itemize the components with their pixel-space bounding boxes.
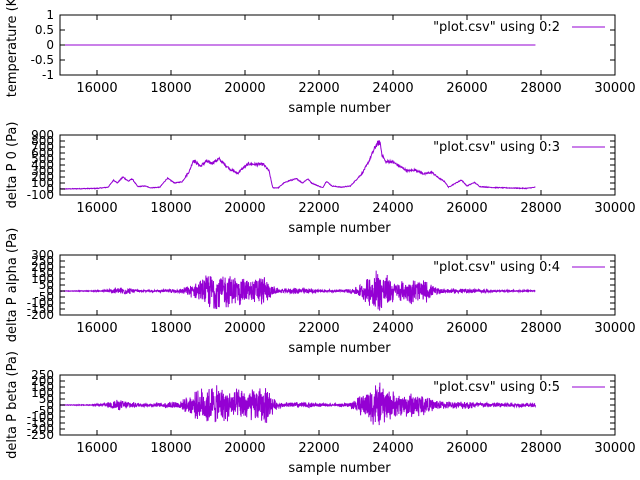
y-tick-label: 900 — [31, 128, 54, 142]
y-tick-label: 0 — [46, 38, 54, 52]
series-line-3 — [60, 270, 536, 311]
x-tick-label: 18000 — [150, 81, 191, 96]
y-axis-title: delta P alpha (Pa) — [5, 228, 20, 343]
chart-panel-4: 16000 18000 20000 22000 24000 26000 28000 30000… — [5, 351, 636, 476]
x-tick-label: 16000 — [76, 441, 117, 456]
chart-panel-1: 16000 18000 20000 22000 24000 26000 28000 30000… — [5, 0, 636, 116]
y-tick-label: 500 — [31, 152, 54, 166]
x-tick-label: 26000 — [446, 321, 487, 336]
x-tick-label: 18000 — [150, 321, 191, 336]
x-tick-label: 20000 — [224, 441, 265, 456]
x-tick-label: 22000 — [298, 441, 339, 456]
x-tick-label: 30000 — [594, 441, 635, 456]
x-tick-label: 22000 — [298, 81, 339, 96]
x-tick-label: 18000 — [150, 441, 191, 456]
x-axis-title: sample number — [288, 461, 391, 476]
series-line-2 — [60, 140, 536, 190]
y-axis-title: temperature (K) — [5, 0, 20, 97]
x-tick-label: 24000 — [372, 321, 413, 336]
y-tick-label: 0 — [46, 284, 54, 298]
legend-label: "plot.csv" using 0:5 — [433, 380, 560, 395]
legend-label: "plot.csv" using 0:4 — [433, 260, 560, 275]
y-tick-label: 200 — [31, 170, 54, 184]
y-tick-label: -50 — [34, 404, 54, 418]
x-tick-label: 26000 — [446, 441, 487, 456]
y-tick-label: 150 — [31, 380, 54, 394]
y-tick-label: -0.5 — [31, 53, 54, 67]
chart-panel-2: 16000 18000 20000 22000 24000 26000 28000 30000… — [5, 122, 636, 236]
y-tick-label: 700 — [31, 140, 54, 154]
y-tick-label: 1 — [46, 8, 54, 22]
x-tick-label: 30000 — [594, 81, 635, 96]
y-tick-label: -150 — [27, 302, 54, 316]
x-axis-title: sample number — [288, 101, 391, 116]
y-tick-label: -100 — [27, 410, 54, 424]
legend-label: "plot.csv" using 0:2 — [433, 20, 560, 35]
y-tick-label: 600 — [31, 146, 54, 160]
x-tick-label: 20000 — [224, 81, 265, 96]
x-tick-label: 24000 — [372, 81, 413, 96]
y-tick-label: 300 — [31, 248, 54, 262]
y-tick-label: 300 — [31, 164, 54, 178]
y-tick-label: 50 — [39, 392, 54, 406]
y-tick-label: 800 — [31, 134, 54, 148]
x-tick-label: 20000 — [224, 321, 265, 336]
y-tick-label: -150 — [27, 416, 54, 430]
x-tick-label: 22000 — [298, 321, 339, 336]
x-tick-label: 16000 — [76, 201, 117, 216]
y-axis-title: delta P 0 (Pa) — [5, 122, 20, 209]
x-tick-label: 18000 — [150, 201, 191, 216]
y-tick-label: 250 — [31, 254, 54, 268]
x-tick-label: 28000 — [520, 441, 561, 456]
x-axis-title: sample number — [288, 341, 391, 356]
y-tick-label: 100 — [31, 176, 54, 190]
x-tick-label: 24000 — [372, 441, 413, 456]
y-tick-label: -100 — [27, 188, 54, 202]
x-tick-label: 16000 — [76, 81, 117, 96]
y-tick-label: 0.5 — [35, 23, 54, 37]
y-tick-label: -1 — [42, 68, 54, 82]
x-tick-label: 28000 — [520, 81, 561, 96]
y-tick-label: 200 — [31, 374, 54, 388]
y-tick-label: -200 — [27, 422, 54, 436]
y-axis-title: delta P beta (Pa) — [5, 351, 20, 459]
y-tick-label: -100 — [27, 296, 54, 310]
x-tick-label: 30000 — [594, 201, 635, 216]
x-tick-label: 16000 — [76, 321, 117, 336]
y-tick-label: 50 — [39, 278, 54, 292]
y-tick-label: 400 — [31, 158, 54, 172]
x-tick-label: 30000 — [594, 321, 635, 336]
y-tick-label: 100 — [31, 272, 54, 286]
y-tick-label: -250 — [27, 428, 54, 442]
y-tick-label: 100 — [31, 386, 54, 400]
y-tick-label: 200 — [31, 260, 54, 274]
x-tick-label: 24000 — [372, 201, 413, 216]
y-tick-label: 150 — [31, 266, 54, 280]
y-tick-label: 0 — [46, 398, 54, 412]
chart-panel-3: 16000 18000 20000 22000 24000 26000 28000 30000… — [5, 228, 636, 356]
x-tick-label: 20000 — [224, 201, 265, 216]
y-tick-label: 0 — [46, 182, 54, 196]
y-tick-label: 250 — [31, 368, 54, 382]
series-line-4 — [60, 382, 536, 426]
x-axis-title: sample number — [288, 221, 391, 236]
x-tick-label: 28000 — [520, 201, 561, 216]
y-tick-label: -200 — [27, 308, 54, 322]
x-tick-label: 28000 — [520, 321, 561, 336]
legend-label: "plot.csv" using 0:3 — [433, 140, 560, 155]
y-tick-label: -50 — [34, 290, 54, 304]
x-tick-label: 26000 — [446, 81, 487, 96]
x-tick-label: 26000 — [446, 201, 487, 216]
x-tick-label: 22000 — [298, 201, 339, 216]
